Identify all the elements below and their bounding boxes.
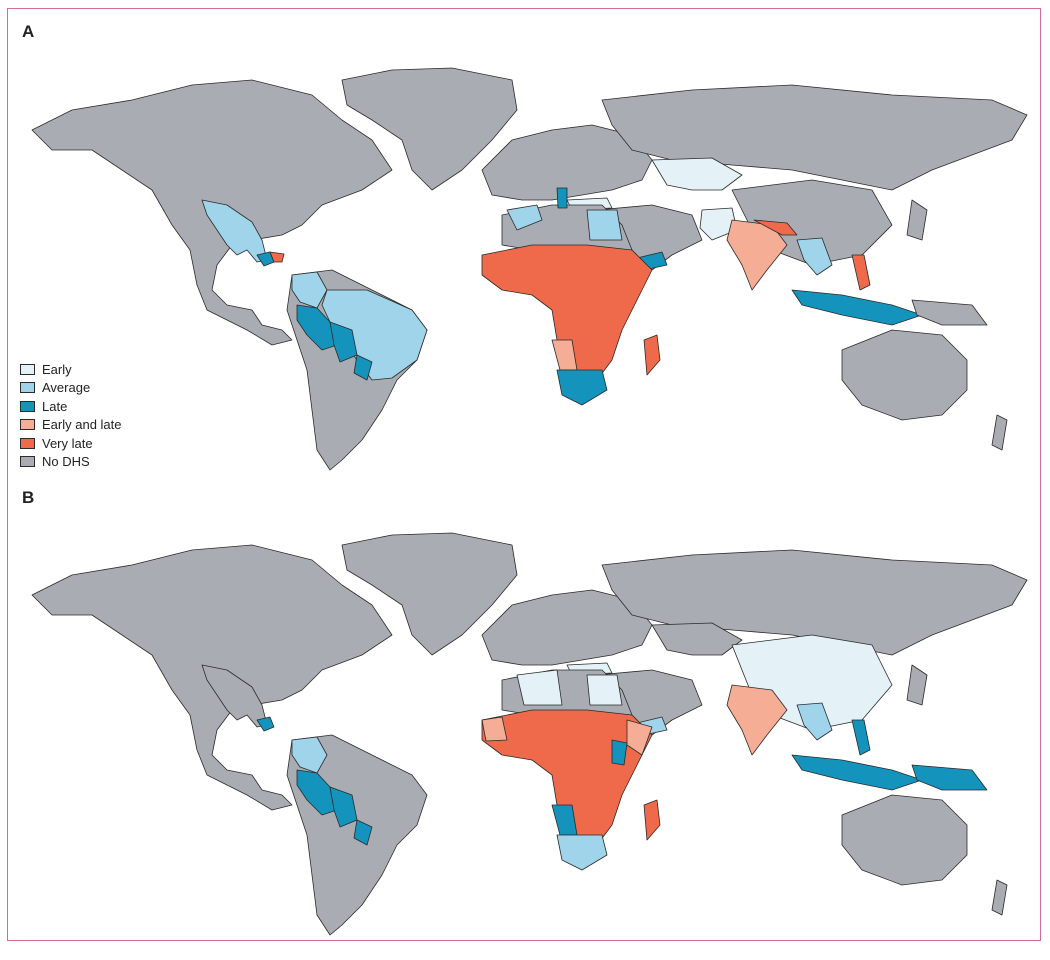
- algeria: [516, 669, 563, 706]
- legend-item-early-and-late: Early and late: [20, 416, 122, 435]
- south-africa: [556, 834, 608, 871]
- afghanistan-pakistan: [699, 207, 738, 241]
- peru: [296, 769, 338, 816]
- legend-label-no-dhs: No DHS: [42, 454, 90, 470]
- bolivia: [329, 786, 358, 828]
- kazakhstan: [651, 157, 743, 191]
- indonesia: [791, 754, 923, 791]
- honduras: [269, 251, 285, 263]
- legend-label-early-and-late: Early and late: [42, 417, 122, 433]
- papua: [911, 299, 988, 326]
- russia: [601, 549, 1028, 656]
- australia: [841, 794, 968, 886]
- panel-a-label: A: [22, 22, 35, 41]
- peru: [296, 304, 338, 351]
- egypt: [586, 674, 623, 706]
- india: [726, 684, 788, 756]
- kazakhstan: [651, 622, 743, 656]
- philippines: [851, 719, 871, 756]
- legend-item-very-late: Very late: [20, 434, 122, 453]
- egypt: [586, 209, 623, 241]
- australia: [841, 329, 968, 421]
- tunisia: [556, 187, 568, 209]
- paraguay: [353, 819, 373, 846]
- map-legend: Early Average Late Early and late Very l…: [20, 360, 122, 471]
- legend-label-average: Average: [42, 380, 91, 396]
- madagascar: [643, 334, 661, 376]
- guatemala: [256, 716, 275, 732]
- legend-swatch-average: [20, 382, 35, 394]
- europe: [481, 124, 653, 201]
- kenya: [611, 739, 628, 766]
- southeast-asia: [796, 702, 833, 741]
- new-zealand: [991, 414, 1008, 451]
- world-map-panel-b: [31, 532, 1028, 936]
- legend-swatch-early: [20, 363, 35, 375]
- mexico: [201, 199, 268, 263]
- russia: [601, 84, 1028, 191]
- somalia: [626, 719, 653, 756]
- south-africa: [556, 369, 608, 406]
- legend-swatch-early-and-late: [20, 419, 35, 431]
- europe: [481, 589, 653, 666]
- legend-item-no-dhs: No DHS: [20, 453, 122, 472]
- mexico: [201, 664, 268, 728]
- southeast-asia: [796, 237, 833, 276]
- legend-item-late: Late: [20, 397, 122, 416]
- japan: [906, 664, 928, 706]
- legend-item-early: Early: [20, 360, 122, 379]
- paraguay: [353, 354, 373, 381]
- legend-item-average: Average: [20, 379, 122, 398]
- legend-label-early: Early: [42, 361, 72, 377]
- indonesia: [791, 289, 923, 326]
- bolivia: [329, 321, 358, 363]
- legend-swatch-very-late: [20, 437, 35, 449]
- legend-swatch-no-dhs: [20, 456, 35, 468]
- new-zealand: [991, 879, 1008, 916]
- senegal: [481, 716, 508, 742]
- nepal-bangladesh: [753, 219, 798, 236]
- morocco: [506, 204, 543, 231]
- philippines: [851, 254, 871, 291]
- greenland: [341, 532, 518, 656]
- japan: [906, 199, 928, 241]
- legend-label-late: Late: [42, 398, 68, 414]
- legend-swatch-late: [20, 400, 35, 412]
- figure-frame: [7, 8, 1041, 941]
- legend-label-very-late: Very late: [42, 435, 93, 451]
- greenland: [341, 67, 518, 191]
- brazil: [321, 289, 428, 381]
- world-map-panel-a: [31, 67, 1028, 471]
- panel-b-label: B: [22, 488, 35, 507]
- madagascar: [643, 799, 661, 841]
- papua: [911, 764, 988, 791]
